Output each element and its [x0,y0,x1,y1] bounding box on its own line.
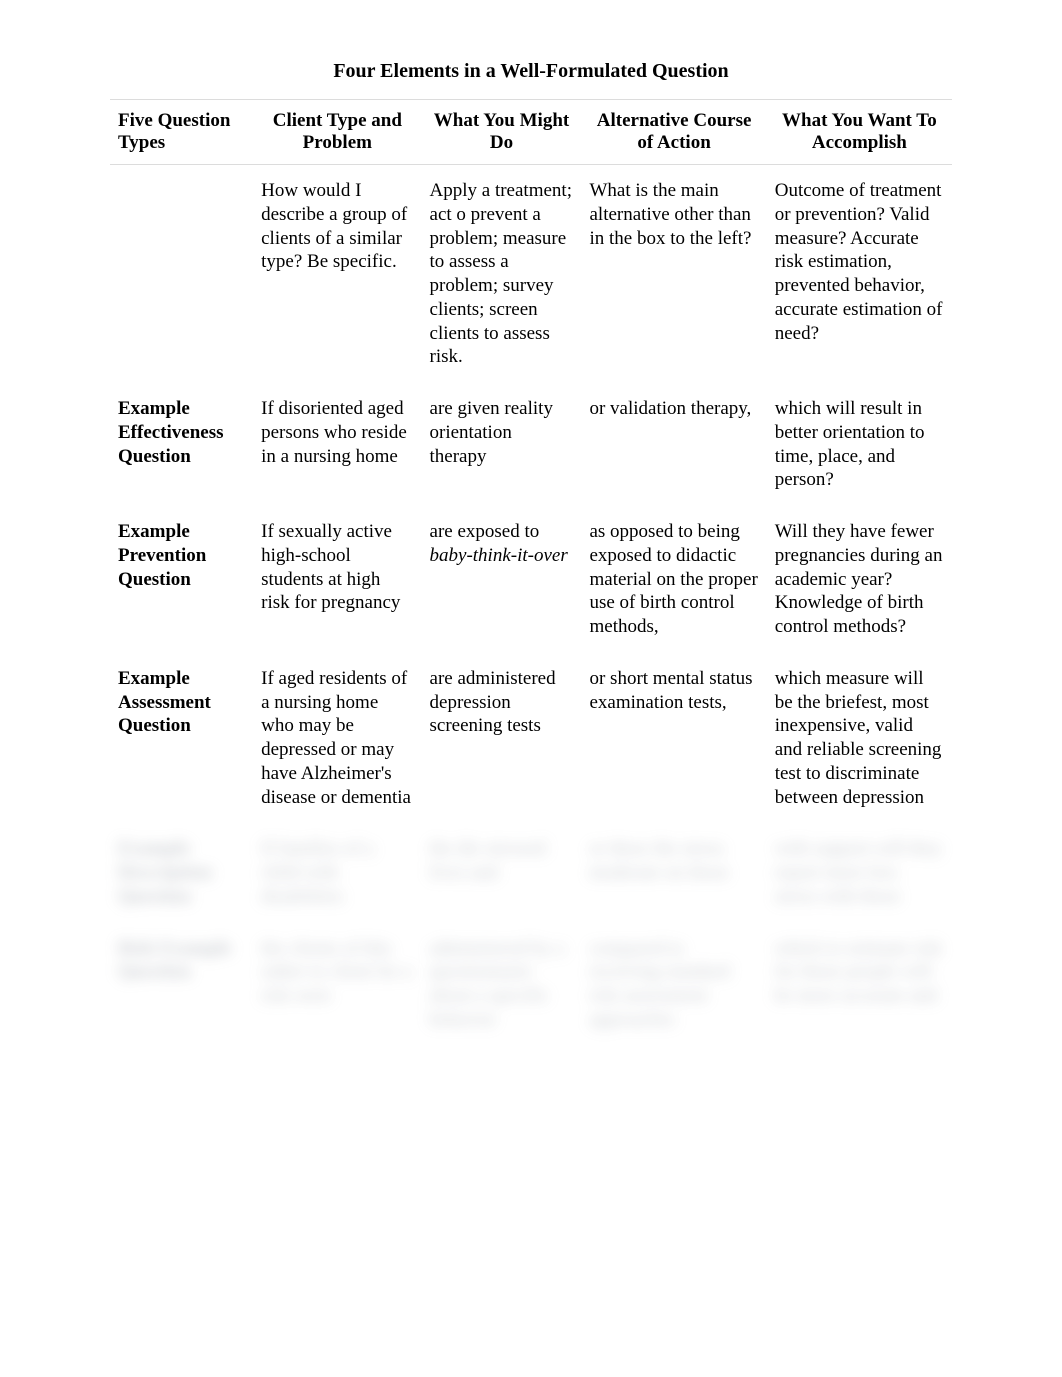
cell-client-type: How would I describe a group of clients … [253,165,421,384]
cell-alternative: as opposed to being exposed to didactic … [581,506,766,653]
cell-might-do: are administered depression screening te… [422,653,582,824]
col-header-question-types: Five Question Types [110,100,253,165]
table-row-blurred: Example Description Question If families… [110,823,952,922]
cell-client-type: If disoriented aged persons who reside i… [253,383,421,506]
cell-accomplish: Will they have fewer pregnancies during … [767,506,952,653]
table-row: Example Effectiveness Question If disori… [110,383,952,506]
cell-client-type: If sexually active high-school students … [253,506,421,653]
cell-blurred: If families of a child with disabilities [253,823,421,922]
cell-blurred: with support will they report more less … [767,823,952,922]
cell-might-do: Apply a treatment; act o prevent a probl… [422,165,582,384]
cell-might-do: are exposed to baby-think-it-over [422,506,582,653]
cell-accomplish: which will result in better orientation … [767,383,952,506]
cell-blurred: which to estimate risk for those people … [767,923,952,1046]
row-label-blurred: Risk Example Question [110,923,253,1046]
cell-blurred: or these the stress moderate on those [581,823,766,922]
row-label-assessment: Example Assessment Question [110,653,253,824]
col-header-client-type: Client Type and Problem [253,100,421,165]
col-header-what-you-might-do: What You Might Do [422,100,582,165]
cell-blurred: the clients of this rather to client for… [253,923,421,1046]
row-label-blurred: Example Description Question [110,823,253,922]
cell-alternative: or validation therapy, [581,383,766,506]
table-row: Example Assessment Question If aged resi… [110,653,952,824]
cell-alternative: What is the main alternative other than … [581,165,766,384]
cell-client-type: If aged residents of a nursing home who … [253,653,421,824]
col-header-what-you-want: What You Want To Accomplish [767,100,952,165]
table-row-blurred: Risk Example Question the clients of thi… [110,923,952,1046]
page-title: Four Elements in a Well-Formulated Quest… [110,60,952,83]
cell-alternative: or short mental status examination tests… [581,653,766,824]
elements-table: Five Question Types Client Type and Prob… [110,99,952,1046]
cell-accomplish: Outcome of treatment or prevention? Vali… [767,165,952,384]
cell-blurred: the die stressed lives and [422,823,582,922]
cell-blurred: compared to receiving standard risk asse… [581,923,766,1046]
cell-blurred: administered by a questionnaire about a … [422,923,582,1046]
col-header-alternative-course: Alternative Course of Action [581,100,766,165]
row-label-effectiveness: Example Effectiveness Question [110,383,253,506]
cell-accomplish: which measure will be the briefest, most… [767,653,952,824]
table-row: How would I describe a group of clients … [110,165,952,384]
cell-might-do: are given reality orientation therapy [422,383,582,506]
table-header-row: Five Question Types Client Type and Prob… [110,100,952,165]
row-label-prevention: Example Prevention Question [110,506,253,653]
row-label [110,165,253,384]
table-row: Example Prevention Question If sexually … [110,506,952,653]
